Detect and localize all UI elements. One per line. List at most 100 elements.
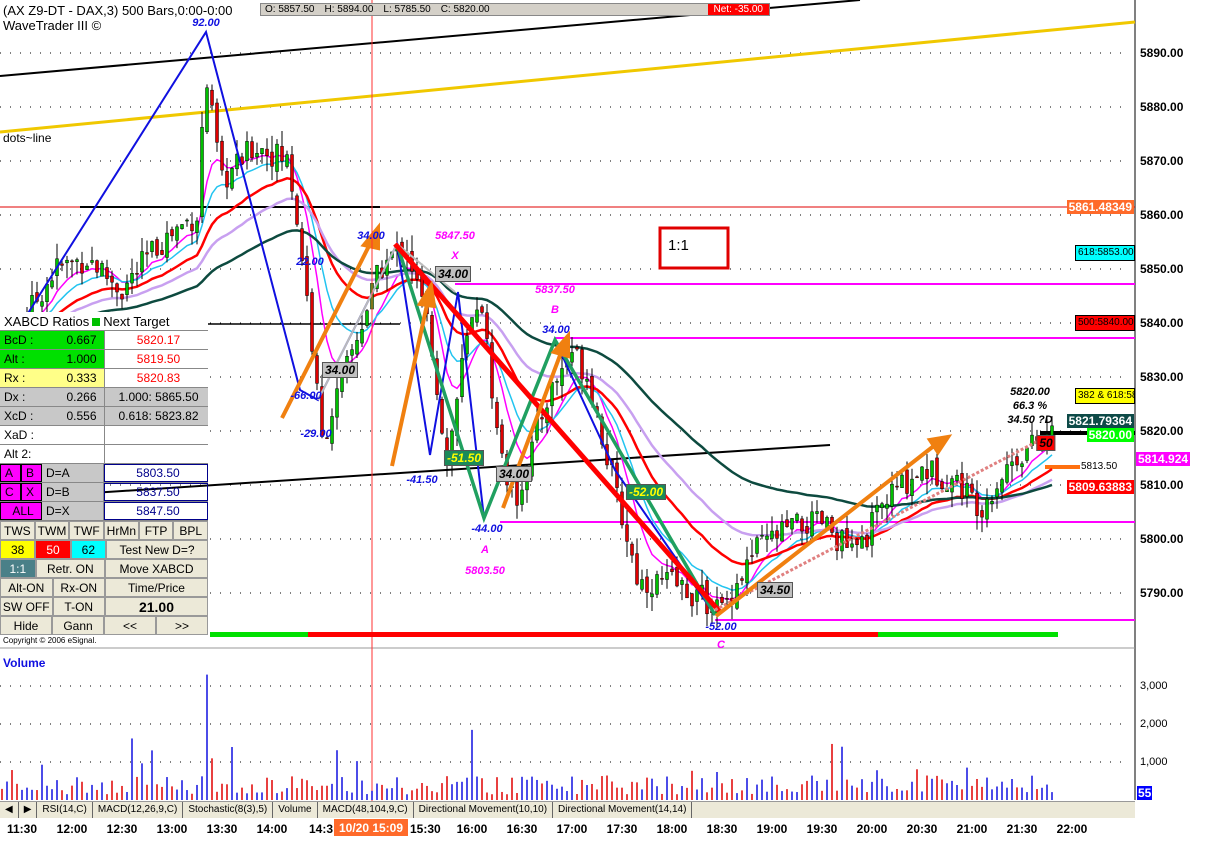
candle [995,482,999,509]
ratio-box[interactable] [658,226,730,270]
annotation-a14: 5803.50 [465,565,505,577]
candle [740,576,744,586]
up-channel [714,438,1041,612]
tab-stochastic-8-3-5-[interactable]: Stochastic(8(3),5) [183,802,274,818]
volume-tick: 2,000 [1140,718,1168,730]
move-xabcd-button[interactable]: Move XABCD [105,559,208,578]
candle [690,592,694,617]
zigzag-pattern [24,29,716,616]
tab-volume[interactable]: Volume [273,802,318,818]
sw-off-button[interactable]: SW OFF [0,597,53,616]
hrmn-button[interactable]: HrMn [104,521,139,540]
price-tag: 5821.79364 [1066,414,1134,429]
ratio-target: 1.000: 5865.50 [118,390,199,404]
ratio-value [55,445,105,463]
one-to-one-button[interactable]: 1:1 [0,559,36,578]
point-button-A[interactable]: A [0,464,21,482]
price-tag: 5814.924 [1136,451,1191,466]
candle [130,258,134,295]
annotation-target: 5813.50 [1081,461,1118,472]
ftp-button[interactable]: FTP [138,521,174,540]
candle [735,573,739,611]
annotation-a2: -66.00 [290,390,322,402]
candle [165,221,169,263]
candle [200,111,204,223]
time-tick: 14:00 [256,822,288,836]
candle [560,355,564,401]
study-tabs: ◀ ▶ RSI(14,C) MACD(12,26,9,C) Stochastic(8… [0,801,1135,818]
point-button-C[interactable]: C [0,483,21,501]
point-button-B[interactable]: B [21,464,42,482]
hide-button[interactable]: Hide [0,616,52,635]
candle [285,150,289,169]
twf-button[interactable]: TWF [69,521,105,540]
tab-rsi-14-c-[interactable]: RSI(14,C) [37,802,93,818]
candle [185,218,189,227]
tab-macd-48-104-9-c-[interactable]: MACD(48,104,9,C) [318,802,414,818]
price-tick: 5810.00 [1140,478,1184,492]
candle [195,217,199,245]
candle [725,590,729,605]
time-price-value[interactable]: 21.00 [105,597,208,616]
candle [325,433,329,439]
open-value: O: 5857.50 [265,4,315,15]
point-row: A B D=A 5803.50 [0,464,208,483]
annotation-a9: 34.00 [542,324,570,336]
candle [330,408,334,451]
retr-on-button[interactable]: Retr. ON [35,559,105,578]
point-row: ALL D=X 5847.50 [0,502,208,521]
test-new-d-button[interactable]: Test New D=? [105,540,208,559]
prev-button[interactable]: << [104,616,156,635]
ratio-value: 0.556 [55,407,105,425]
ratio-row: Rx : 0.333 5820.83 [0,369,208,388]
candle [225,157,229,200]
next-button[interactable]: >> [156,616,208,635]
fib-tag: 500:5840.00 [1075,315,1135,331]
price-tick: 5860.00 [1140,208,1184,222]
label-box-a16: 34.50 [756,582,794,598]
twm-button[interactable]: TWM [34,521,70,540]
candle [970,478,974,495]
time-price-button[interactable]: Time/Price [105,578,208,597]
candle [855,537,859,558]
gann-button[interactable]: Gann [52,616,104,635]
fib-50-button[interactable]: 50 [35,540,71,559]
price-tick: 5890.00 [1140,46,1184,60]
fib-62-button[interactable]: 62 [70,540,106,559]
point-button-X[interactable]: X [21,483,42,501]
annotation-d1: 5820.00 [1010,386,1050,398]
candle [245,131,249,170]
tab-scroll-left[interactable]: ◀ [0,802,19,818]
candle [220,135,224,176]
t-on-button[interactable]: T-ON [52,597,105,616]
time-tick: 18:30 [706,822,738,836]
annotation-a13: -44.00 [471,523,503,535]
panel-title: XABCD Ratios [4,313,90,329]
candle [630,541,634,563]
ratio-target: 5819.50 [105,350,208,368]
candle [90,246,94,265]
candle [655,570,659,598]
tab-macd-12-26-9-c-[interactable]: MACD(12,26,9,C) [93,802,184,818]
tab-directional-movement-10-10-[interactable]: Directional Movement(10,10) [414,802,554,818]
fib-38-button[interactable]: 38 [0,540,36,559]
tab-directional-movement-14-14-[interactable]: Directional Movement(14,14) [553,802,693,818]
bpl-button[interactable]: BPL [173,521,209,540]
time-tick: 14:3 [308,822,333,836]
annotation-a4: 34.00 [357,230,385,242]
point-button-all[interactable]: ALL [0,502,42,520]
time-tick: 22:00 [1056,822,1088,836]
price-tag: 5820.00 [1086,427,1134,442]
candle [170,226,174,242]
yellow-trendline [0,20,1136,134]
ratio-label: Rx : [4,371,26,385]
tab-scroll-right[interactable]: ▶ [19,802,38,818]
candle [350,344,354,366]
tws-button[interactable]: TWS [0,521,35,540]
alt-on-button[interactable]: Alt-ON [0,578,53,597]
rx-on-button[interactable]: Rx-ON [52,578,105,597]
candle [105,259,109,286]
candle [440,396,444,435]
candle [255,142,259,165]
candle [300,221,304,266]
